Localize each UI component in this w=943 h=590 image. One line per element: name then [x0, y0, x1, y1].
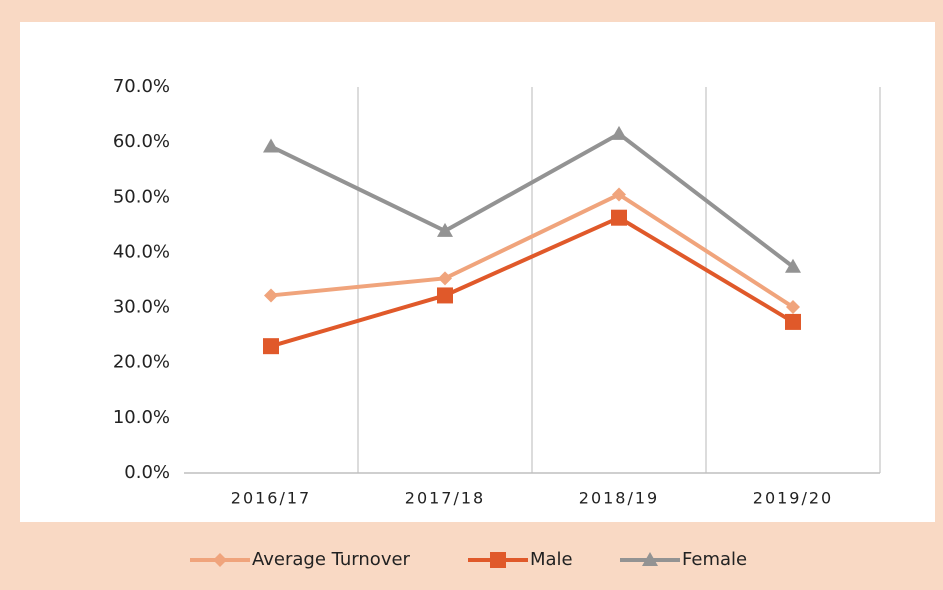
marker — [642, 552, 658, 566]
marker — [213, 553, 227, 567]
legend-label: Average Turnover — [252, 549, 411, 570]
y-tick-label: 50.0% — [113, 186, 170, 207]
y-tick-label: 40.0% — [113, 241, 170, 262]
x-tick-label: 2016/17 — [231, 489, 311, 508]
y-tick-label: 0.0% — [124, 462, 170, 483]
legend-label: Female — [682, 549, 747, 570]
marker — [263, 138, 279, 153]
marker — [785, 313, 801, 330]
y-tick-label: 20.0% — [113, 352, 170, 373]
series-line — [270, 131, 795, 269]
x-tick-label: 2019/20 — [753, 489, 833, 508]
legend-label: Male — [530, 549, 573, 570]
marker — [437, 222, 453, 237]
x-tick-label: 2017/18 — [405, 489, 485, 508]
marker — [263, 338, 279, 355]
marker — [612, 187, 626, 202]
marker — [611, 209, 627, 226]
x-tick-label: 2018/19 — [579, 489, 659, 508]
y-tick-label: 10.0% — [113, 407, 170, 428]
marker — [438, 271, 452, 286]
marker — [611, 125, 627, 140]
marker — [264, 288, 278, 303]
marker — [490, 552, 506, 568]
marker — [785, 258, 801, 273]
marker — [437, 287, 453, 304]
plot-panel — [20, 22, 935, 522]
marker — [786, 300, 800, 315]
series-line — [270, 215, 795, 349]
y-tick-label: 60.0% — [113, 131, 170, 152]
y-tick-label: 70.0% — [113, 76, 170, 97]
y-tick-label: 30.0% — [113, 297, 170, 318]
series-line — [270, 192, 795, 309]
